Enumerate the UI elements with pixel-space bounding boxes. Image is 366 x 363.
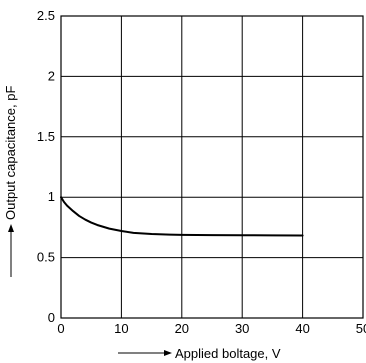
y-tick-label: 1	[48, 189, 55, 204]
x-tick-labels: 0 10 20 30 40 50	[57, 321, 366, 336]
x-tick-label: 10	[114, 321, 128, 336]
plot-border	[60, 15, 364, 319]
series-layer	[60, 196, 304, 237]
y-tick-label: 0.5	[37, 250, 55, 265]
plot-frame	[60, 15, 364, 319]
x-tick-label: 30	[235, 321, 249, 336]
y-tick-label: 2.5	[37, 8, 55, 23]
x-axis-title-group: Applied boltage, V	[118, 346, 281, 361]
y-tick-label: 1.5	[37, 129, 55, 144]
x-axis-arrow-head	[164, 350, 172, 356]
x-tick-label: 40	[295, 321, 309, 336]
capacitance-curve	[60, 196, 304, 237]
y-tick-label: 0	[48, 310, 55, 325]
y-axis-title: Output capacitance, pF	[3, 86, 18, 220]
y-axis-title-group: Output capacitance, pF	[3, 86, 18, 277]
x-axis-title: Applied boltage, V	[175, 346, 281, 361]
x-tick-label: 0	[57, 321, 64, 336]
y-tick-label: 2	[48, 68, 55, 83]
x-tick-label: 50	[356, 321, 366, 336]
x-tick-label: 20	[175, 321, 189, 336]
grid-layer	[61, 16, 363, 318]
y-axis-arrow-head	[8, 224, 14, 232]
y-tick-labels: 0 0.5 1 1.5 2 2.5	[37, 8, 55, 325]
